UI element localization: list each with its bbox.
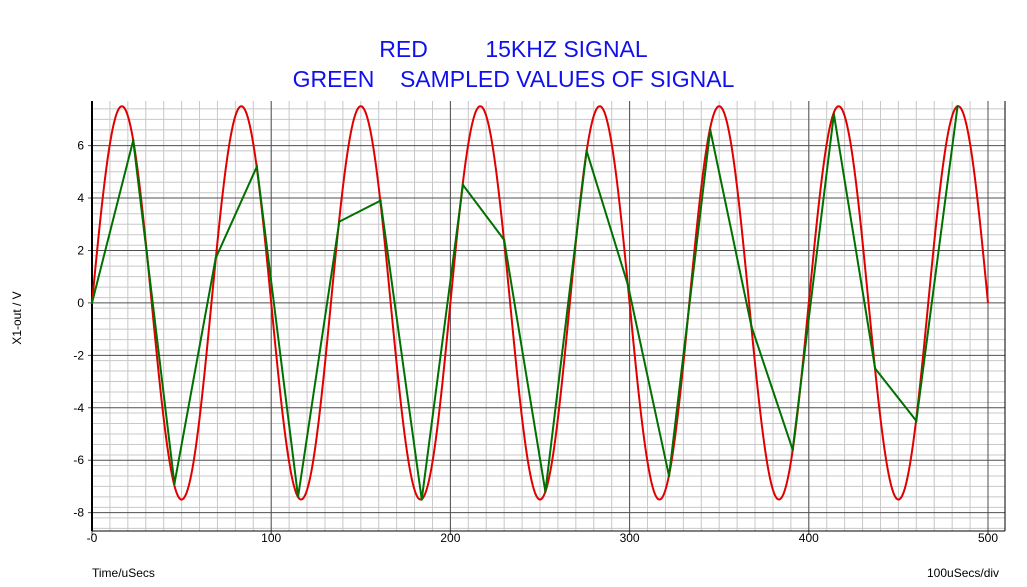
x-tick-label: 200 [440, 531, 460, 545]
sample-point [791, 448, 794, 451]
series-group [90, 105, 989, 501]
signal-line [91, 105, 989, 501]
sample-point [90, 301, 94, 305]
sample-point [832, 112, 836, 116]
sample-point [750, 325, 753, 328]
sample-point [626, 283, 630, 286]
sample-point [502, 238, 506, 242]
sample-point [873, 367, 877, 370]
y-tick-label: 6 [77, 139, 84, 153]
sample-point [709, 128, 712, 132]
y-tick-label: -8 [73, 506, 84, 520]
sample-point [338, 220, 341, 223]
sample-point [915, 419, 918, 423]
y-tick-label: 0 [77, 296, 84, 310]
sample-point [544, 490, 547, 493]
sample-point [296, 495, 300, 499]
x-tick-label: -0 [87, 531, 98, 545]
sampled-line [91, 106, 959, 500]
sample-point [132, 139, 135, 142]
x-axis-label: Time/uSecs [92, 566, 155, 580]
sample-point [379, 199, 382, 202]
y-tick-label: -2 [73, 348, 84, 362]
y-tick-label: 4 [77, 191, 84, 205]
sample-point [956, 105, 959, 108]
x-tick-label: 400 [799, 531, 819, 545]
major-grid [88, 101, 1005, 535]
y-axis-label: X1-out / V [10, 291, 24, 344]
chart-title-line-1: RED 15KHZ SIGNAL [379, 36, 648, 62]
sample-point [585, 149, 588, 153]
y-tick-label: -6 [73, 453, 84, 467]
tick-labels: -0 100 200 300 400 500 -8 -6 -4 -2 0 2 4 6 [73, 139, 998, 545]
sample-point [420, 498, 423, 501]
y-tick-label: 2 [77, 243, 84, 257]
axes [91, 101, 1006, 532]
sample-point [461, 183, 465, 187]
x-tick-label: 300 [620, 531, 640, 545]
y-tick-label: -4 [73, 401, 84, 415]
sample-point [255, 165, 259, 168]
x-scale-note: 100uSecs/div [927, 566, 1000, 580]
x-tick-label: 100 [261, 531, 281, 545]
sample-point [214, 257, 217, 260]
x-tick-label: 500 [978, 531, 998, 545]
chart-title-line-2: GREEN SAMPLED VALUES OF SIGNAL [292, 66, 735, 92]
sample-point [667, 474, 671, 478]
sample-point [173, 482, 176, 486]
